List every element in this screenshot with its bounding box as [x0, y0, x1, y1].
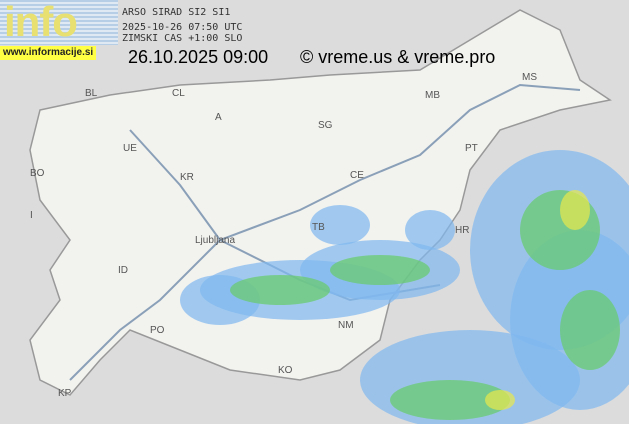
- city-label: KO: [278, 365, 293, 376]
- precipitation-area: [230, 275, 330, 305]
- city-label: UE: [123, 143, 137, 154]
- city-label: HR: [455, 225, 470, 236]
- logo: info: [0, 0, 118, 45]
- city-label: TB: [312, 222, 325, 233]
- city-label: NM: [338, 320, 354, 331]
- city-label: MS: [522, 72, 537, 83]
- city-label: I: [30, 210, 33, 221]
- precipitation-area: [560, 290, 620, 370]
- precipitation-area: [485, 390, 515, 410]
- copyright: © vreme.us & vreme.pro: [300, 47, 496, 67]
- precipitation-area: [560, 190, 590, 230]
- timezone-note: ZIMSKI CAS +1:00 SLO: [122, 33, 243, 44]
- logo-url[interactable]: www.informacije.si: [0, 46, 97, 60]
- city-label: CL: [172, 88, 185, 99]
- city-label: KR: [180, 172, 194, 183]
- city-label: ID: [118, 265, 128, 276]
- city-label: BL: [85, 88, 98, 99]
- city-label: SG: [318, 120, 333, 131]
- precipitation-area: [405, 210, 455, 250]
- precipitation-area: [390, 380, 510, 420]
- city-label: CE: [350, 170, 364, 181]
- local-datetime: 26.10.2025 09:00: [128, 47, 269, 67]
- city-label: Ljubljana: [195, 235, 236, 246]
- precipitation-area: [330, 255, 430, 285]
- precipitation-area: [310, 205, 370, 245]
- radar-precipitation: [180, 150, 629, 424]
- city-label: A: [215, 112, 222, 123]
- city-label: BO: [30, 168, 45, 179]
- radar-source: ARSO SIRAD SI2 SI1: [122, 7, 231, 18]
- city-label: KP: [58, 388, 72, 399]
- city-label: PT: [465, 143, 478, 154]
- city-label: PO: [150, 325, 165, 336]
- utc-time: 2025-10-26 07:50 UTC: [122, 22, 243, 33]
- city-label: MB: [425, 90, 440, 101]
